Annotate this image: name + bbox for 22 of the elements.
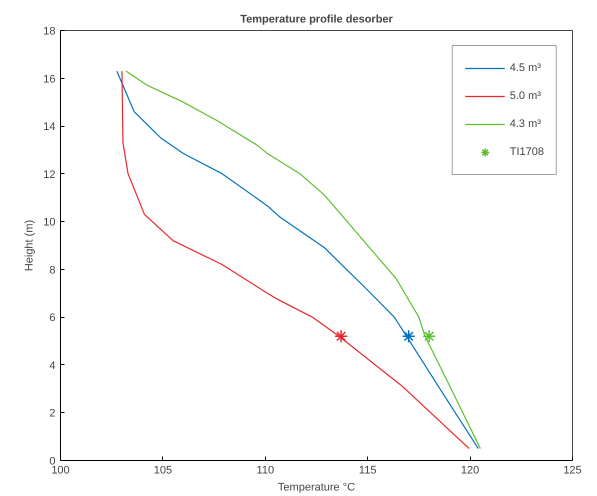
- y-tick-label: 16: [43, 73, 56, 86]
- x-tick-label: 115: [358, 464, 376, 476]
- x-tick-label: 120: [460, 464, 480, 476]
- legend-label: 4.5 m³: [510, 62, 541, 74]
- x-tick-label: 100: [51, 464, 70, 476]
- y-tick-label: 10: [43, 216, 56, 229]
- chart-title: Temperature profile desorber: [240, 14, 394, 26]
- y-tick-label: 8: [49, 264, 56, 276]
- y-tick-label: 18: [43, 26, 56, 38]
- y-tick-label: 2: [49, 408, 56, 420]
- y-tick-label: 4: [49, 360, 56, 372]
- y-tick-label: 12: [43, 168, 56, 181]
- x-tick-label: 125: [563, 464, 582, 476]
- legend-label: 4.3 m³: [510, 118, 541, 130]
- y-tick-label: 6: [49, 312, 56, 324]
- y-tick-label: 14: [43, 121, 56, 134]
- x-axis-title: Temperature °C: [278, 482, 356, 494]
- y-axis-title: Height (m): [23, 220, 36, 272]
- x-tick-label: 105: [154, 464, 172, 476]
- legend-label: 5.0 m³: [510, 90, 541, 102]
- legend-label: TI1708: [510, 146, 544, 158]
- x-tick-label: 110: [256, 464, 274, 476]
